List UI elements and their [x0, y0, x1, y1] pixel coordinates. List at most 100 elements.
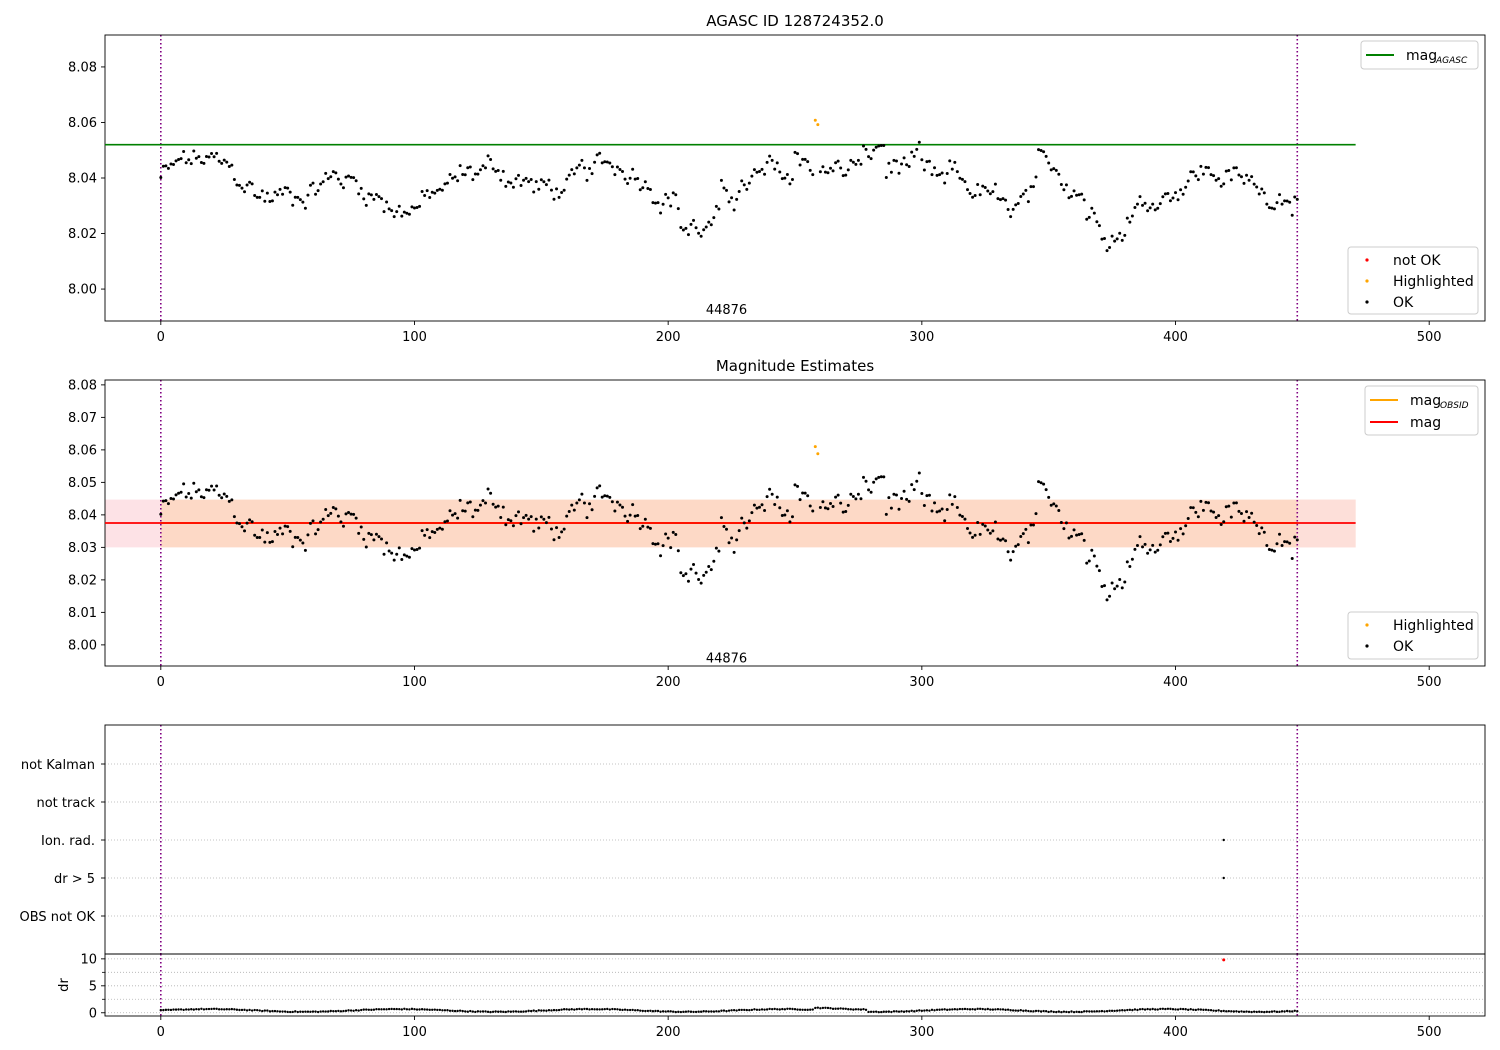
ok-point — [783, 513, 787, 517]
ok-point — [1026, 541, 1030, 545]
ok-point — [803, 491, 807, 495]
ok-point — [506, 180, 510, 184]
dr-point — [935, 1008, 939, 1012]
ok-point — [270, 199, 274, 203]
ok-point — [689, 567, 693, 571]
dr-point — [730, 1009, 733, 1012]
ok-point — [1148, 548, 1152, 552]
dr-point — [725, 1009, 728, 1013]
dr-point — [669, 1010, 672, 1013]
dr-point — [532, 1009, 535, 1012]
estimates-panel-xtick-label-5: 500 — [1417, 675, 1442, 690]
ok-point — [263, 199, 267, 203]
ok-point — [468, 165, 472, 169]
estimates-panel-xtick-label-1: 100 — [402, 675, 427, 690]
ok-point — [440, 527, 444, 531]
dr-point — [839, 1007, 842, 1010]
dr-point — [560, 1008, 563, 1011]
dr-point — [608, 1008, 612, 1011]
dr-point — [847, 1008, 850, 1011]
ok-point — [212, 155, 216, 159]
dr-point — [593, 1008, 596, 1011]
ok-point — [321, 517, 325, 521]
ok-point — [1156, 548, 1160, 552]
ok-point — [605, 160, 609, 164]
ok-point — [996, 537, 1000, 541]
ok-point — [922, 168, 926, 172]
ok-point — [1039, 149, 1043, 153]
ok-point — [410, 205, 414, 209]
ok-point — [303, 548, 307, 552]
dr-point — [332, 1009, 335, 1013]
dr-point — [938, 1008, 941, 1011]
dr-point — [172, 1008, 175, 1011]
ok-point — [826, 507, 830, 511]
dr-point — [849, 1008, 853, 1011]
ok-point — [991, 529, 995, 533]
ok-point — [912, 154, 916, 158]
ok-point — [836, 159, 840, 163]
ok-point — [1011, 207, 1015, 211]
dr-point — [568, 1008, 571, 1011]
ok-point — [552, 538, 556, 542]
ok-point — [971, 195, 975, 199]
ok-point — [834, 161, 838, 165]
ok-point — [192, 481, 196, 485]
ok-point — [976, 182, 980, 186]
ok-point — [605, 494, 609, 498]
dr-point — [841, 1007, 845, 1010]
dr-point — [831, 1007, 835, 1011]
ok-point — [628, 176, 632, 180]
dr-point — [471, 1010, 475, 1013]
estimates-panel-highlighted-point-1 — [816, 452, 820, 456]
ok-point — [730, 196, 734, 200]
dr-point — [337, 1009, 340, 1013]
dr-point — [458, 1009, 462, 1012]
ok-point — [763, 172, 767, 176]
estimates-panel-point-legend — [1347, 611, 1479, 660]
ok-point — [656, 542, 660, 546]
ok-point — [1252, 182, 1256, 186]
ok-point — [1237, 509, 1241, 513]
estimates-panel-point-legend-label-0: Highlighted — [1393, 618, 1474, 634]
ok-point — [377, 535, 381, 539]
ok-point — [846, 168, 850, 172]
dr-point — [1209, 1009, 1213, 1012]
ok-point — [486, 487, 490, 491]
ok-point — [1174, 191, 1178, 195]
ok-point — [1227, 169, 1231, 173]
ok-point — [321, 180, 325, 184]
ok-point — [648, 526, 652, 530]
dr-point — [190, 1008, 193, 1011]
ok-point — [983, 186, 987, 190]
ok-point — [704, 570, 708, 574]
ok-point — [286, 186, 290, 190]
ok-point — [1039, 481, 1043, 485]
estimates-panel-ytick-label-0: 8.00 — [68, 638, 97, 653]
ok-point — [638, 527, 642, 531]
ok-point — [331, 505, 335, 509]
dr-point — [616, 1008, 619, 1011]
dr-point — [1285, 1009, 1289, 1013]
ok-point — [595, 153, 599, 157]
ok-point — [1019, 534, 1023, 538]
ok-point — [344, 175, 348, 179]
ok-point — [1097, 569, 1101, 573]
dr-point — [1280, 1010, 1284, 1013]
ok-point — [702, 573, 706, 577]
ok-point — [324, 507, 328, 511]
ok-point — [849, 158, 853, 162]
ok-point — [684, 572, 688, 576]
ok-point — [793, 483, 797, 487]
ok-point — [745, 187, 749, 191]
ok-point — [549, 527, 553, 531]
ok-point — [740, 179, 744, 183]
ok-point — [1087, 559, 1091, 563]
ok-point — [1267, 206, 1271, 210]
ok-point — [1082, 198, 1086, 202]
ok-point — [273, 529, 277, 533]
ok-point — [352, 176, 356, 180]
ok-point — [872, 480, 876, 484]
ok-point — [352, 512, 356, 516]
dr-point — [223, 1008, 226, 1011]
